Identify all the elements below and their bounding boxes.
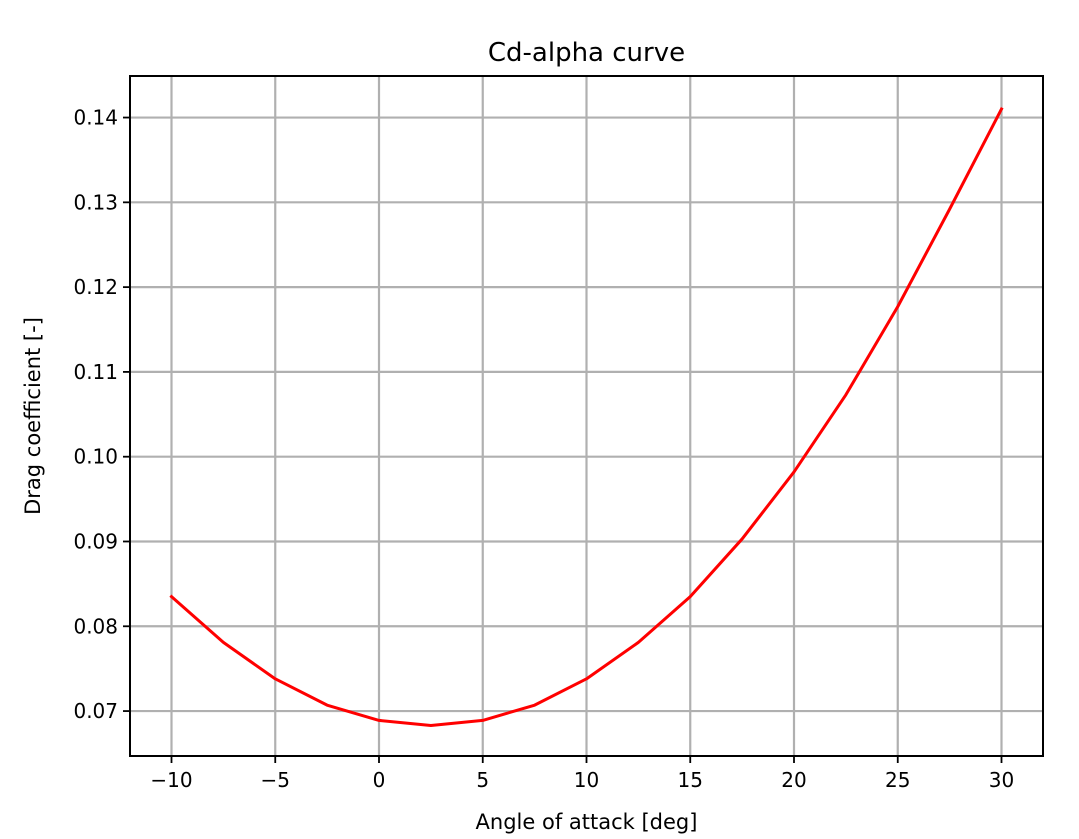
x-tick-label: 0 [373, 768, 386, 792]
x-tick-label: 25 [885, 768, 910, 792]
x-tick-label: −5 [261, 768, 290, 792]
series-layer [169, 107, 1004, 727]
x-tick-label: 5 [476, 768, 489, 792]
chart-title: Cd-alpha curve [488, 38, 685, 68]
grid-lines [130, 76, 1043, 756]
x-tick-label: −10 [150, 768, 192, 792]
y-tick-label: 0.14 [73, 106, 118, 130]
cd-alpha-series-line [169, 107, 1004, 727]
y-tick-label: 0.07 [73, 699, 118, 723]
y-tick-label: 0.10 [73, 445, 118, 469]
x-tick-label: 30 [989, 768, 1014, 792]
axis-ticks: −10 −5 0 5 10 15 20 25 30 0.07 0.08 0.09 0.10 0.11 0.1… [73, 106, 1014, 792]
y-tick-label: 0.12 [73, 275, 118, 299]
x-tick-label: 15 [678, 768, 703, 792]
y-axis-label: Drag coefficient [-] [21, 317, 45, 515]
x-tick-label: 10 [574, 768, 599, 792]
x-tick-label: 20 [781, 768, 806, 792]
x-axis-label: Angle of attack [deg] [476, 810, 698, 834]
y-tick-label: 0.09 [73, 529, 118, 553]
y-tick-label: 0.13 [73, 190, 118, 214]
y-tick-label: 0.08 [73, 614, 118, 638]
y-tick-label: 0.11 [73, 360, 118, 384]
